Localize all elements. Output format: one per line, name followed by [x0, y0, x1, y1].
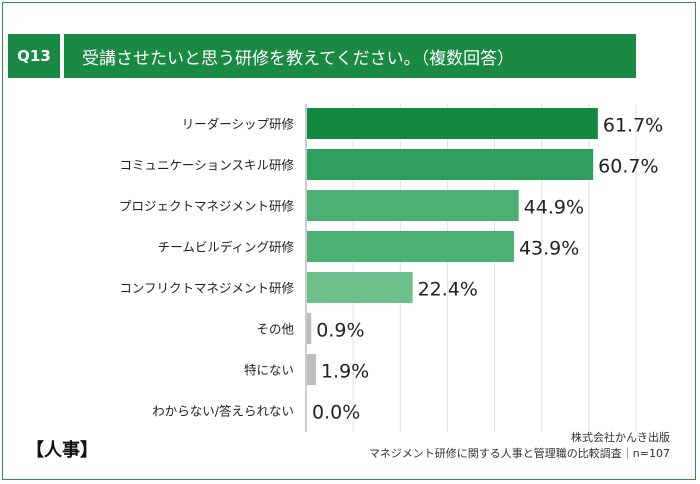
brand-label: 【人事】	[26, 440, 98, 461]
category-label: リーダーシップ研修	[182, 117, 295, 132]
question-number-badge: Q13	[8, 34, 60, 78]
value-label: 61.7%	[603, 115, 663, 137]
publisher-text: 株式会社かんき出版	[571, 431, 670, 444]
category-label: プロジェクトマネジメント研修	[119, 199, 295, 214]
source-note: 株式会社かんき出版 マネジメント研修に関する人事と管理職の比較調査｜n=107	[369, 430, 670, 462]
value-label: 0.9%	[316, 320, 364, 342]
bar	[307, 190, 519, 221]
value-label: 1.9%	[321, 361, 369, 383]
category-label: 特にない	[244, 363, 294, 378]
value-label: 44.9%	[524, 197, 584, 219]
category-label: わからない/答えられない	[152, 404, 294, 419]
bar	[307, 354, 316, 385]
category-label: コミュニケーションスキル研修	[119, 158, 294, 173]
survey-text: マネジメント研修に関する人事と管理職の比較調査｜n=107	[368, 447, 670, 460]
value-label: 0.0%	[312, 402, 360, 424]
question-title: 受講させたいと思う研修を教えてください。（複数回答）	[64, 34, 636, 78]
bar	[307, 313, 312, 344]
bar	[307, 231, 514, 262]
category-label: コンフリクトマネジメント研修	[119, 281, 294, 296]
bar	[307, 108, 598, 139]
value-label: 22.4%	[418, 279, 478, 301]
value-label: 60.7%	[598, 156, 658, 178]
bar	[307, 149, 594, 180]
category-label: チームビルディング研修	[158, 240, 295, 255]
bar	[307, 272, 413, 303]
value-label: 43.9%	[519, 238, 579, 260]
category-label: その他	[256, 322, 294, 337]
